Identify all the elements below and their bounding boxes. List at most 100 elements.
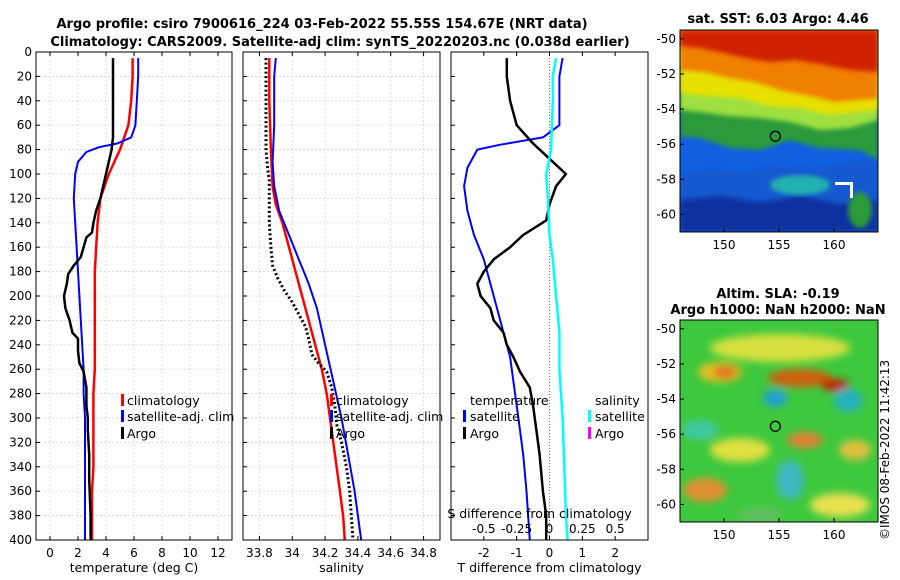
- y-tick-label: -54: [656, 392, 676, 406]
- sla-map-subtitle: Argo h1000: NaN h2000: NaN: [670, 303, 885, 318]
- y-tick-label: 400: [9, 533, 32, 547]
- x-tick-label: 33.8: [246, 546, 273, 560]
- x-tick-label: 4: [102, 546, 110, 560]
- y-tick-label: 300: [9, 411, 32, 425]
- series-line-s-satellite: [544, 57, 569, 541]
- y-tick-label: -60: [656, 207, 676, 221]
- y-tick-label: -58: [656, 172, 676, 186]
- series-line-argo: [264, 58, 355, 541]
- legend-label-climatology: climatology: [127, 393, 200, 408]
- argo-location-marker: [769, 130, 782, 142]
- y-tick-label: -52: [656, 357, 676, 371]
- legend-label-t-satellite: satellite: [470, 409, 520, 424]
- sla-map: Altim. SLA: -0.19 Argo h1000: NaN h2000:…: [656, 287, 885, 542]
- y-tick-label: -50: [656, 322, 676, 336]
- x-tick-label: 2: [74, 546, 82, 560]
- series-line-climatology: [268, 58, 347, 541]
- temperature-legend: climatology satellite-adj. clim Argo: [121, 393, 234, 441]
- legend-swatch-t-argo: [463, 427, 466, 439]
- y-tick-label: -56: [656, 427, 676, 441]
- x-tick-label: 34.2: [312, 546, 339, 560]
- y-tick-label: 260: [9, 362, 32, 376]
- legend-swatch-s-satellite: [588, 410, 591, 422]
- title-line-1: Argo profile: csiro 7900616_224 03-Feb-2…: [56, 17, 587, 32]
- x-tick-label: 34.6: [377, 546, 404, 560]
- difference-legend: temperature satellite Argo salinity sate…: [463, 393, 645, 441]
- s-difference-axis-label: S difference from climatology: [447, 506, 632, 521]
- y-tick-label: 40: [17, 94, 32, 108]
- y-tick-label: 240: [9, 338, 32, 352]
- x-tick-label: 160: [823, 528, 846, 542]
- y-tick-label: 100: [9, 167, 32, 181]
- legend-swatch-t-satellite: [463, 410, 466, 422]
- x-tick-label: 6: [130, 546, 138, 560]
- x-tick-label: 12: [210, 546, 225, 560]
- x-tick-label: 34: [285, 546, 300, 560]
- watermark: ©IMOS 08-Feb-2022 11:42:13: [878, 360, 892, 540]
- legend-swatch-satellite: [121, 410, 124, 422]
- temperature-panel: 0 2 4 6 8 10 120204060801001201401601802002202…: [9, 45, 233, 575]
- sst-axis-ticks: 150 155 160 -50 -52 -54 -56 -58 -60: [656, 32, 845, 252]
- legend-swatch-argo: [121, 427, 124, 439]
- x-axis-label: salinity: [319, 560, 364, 575]
- y-tick-label: 80: [17, 143, 32, 157]
- difference-panel: -2 -1 0 1 2T difference from climatology S di…: [447, 51, 649, 575]
- x-tick-label: 0: [546, 546, 554, 560]
- y-tick-label: 280: [9, 387, 32, 401]
- y-tick-label: 60: [17, 118, 32, 132]
- x-axis-label: T difference from climatology: [456, 560, 642, 575]
- argo-location-marker: [769, 420, 782, 432]
- y-tick-label: -54: [656, 102, 676, 116]
- legend-label-t-argo: Argo: [470, 426, 499, 441]
- x-tick-label: 10: [182, 546, 197, 560]
- y-tick-label: 120: [9, 191, 32, 205]
- sla-axis-ticks: 150 155 160 -50 -52 -54 -56 -58 -60: [656, 322, 845, 542]
- series-line-t-satellite: [463, 57, 564, 541]
- y-tick-label: -52: [656, 67, 676, 81]
- y-tick-label: 0: [24, 45, 32, 59]
- salinity-panel: 33.8 34 34.2 34.4 34.6 34.8 salinity: [242, 51, 441, 575]
- x-tick-label: 34.4: [345, 546, 372, 560]
- legend-title-salinity: salinity: [595, 393, 640, 408]
- legend-swatch-climatology: [121, 394, 124, 406]
- y-tick-label: 20: [17, 69, 32, 83]
- series-line-argo: [62, 58, 115, 540]
- legend-swatch-climatology: [330, 394, 333, 406]
- legend-label-argo: Argo: [336, 426, 365, 441]
- legend-label-satellite: satellite-adj. clim: [336, 409, 443, 424]
- x-tick-label: 155: [768, 528, 791, 542]
- x-tick-label: 0: [46, 546, 54, 560]
- y-tick-label: 200: [9, 289, 32, 303]
- sla-field: [680, 320, 878, 522]
- s-tick-label: 0.5: [606, 522, 625, 536]
- sla-map-title: Altim. SLA: -0.19: [716, 287, 839, 302]
- legend-label-s-satellite: satellite: [595, 409, 645, 424]
- x-tick-label: 34.8: [410, 546, 437, 560]
- x-tick-label: -1: [511, 546, 523, 560]
- s-tick-label: 0: [546, 522, 554, 536]
- title-line-2: Climatology: CARS2009. Satellite-adj cli…: [50, 35, 629, 50]
- legend-swatch-s-argo: [588, 427, 591, 439]
- y-tick-label: 180: [9, 265, 32, 279]
- legend-label-s-argo: Argo: [595, 426, 624, 441]
- y-tick-label: 360: [9, 484, 32, 498]
- x-tick-label: 155: [768, 238, 791, 252]
- x-tick-label: 8: [158, 546, 166, 560]
- y-tick-label: -50: [656, 32, 676, 46]
- s-tick-label: -0.25: [501, 522, 532, 536]
- y-tick-label: 220: [9, 313, 32, 327]
- legend-swatch-satellite: [330, 410, 333, 422]
- series-line-satellite-adj-clim: [271, 58, 363, 541]
- x-tick-label: 150: [713, 528, 736, 542]
- y-tick-label: 320: [9, 435, 32, 449]
- y-tick-label: -56: [656, 137, 676, 151]
- sst-map-title: sat. SST: 6.03 Argo: 4.46: [687, 12, 868, 27]
- salinity-legend: climatology satellite-adj. clim Argo: [330, 393, 443, 441]
- y-tick-label: -60: [656, 497, 676, 511]
- y-tick-label: 340: [9, 460, 32, 474]
- y-tick-label: 380: [9, 509, 32, 523]
- legend-title-temperature: temperature: [470, 393, 549, 408]
- y-tick-label: 160: [9, 240, 32, 254]
- sst-map: sat. SST: 6.03 Argo: 4.46 150 155 160 -50 -5…: [656, 12, 879, 252]
